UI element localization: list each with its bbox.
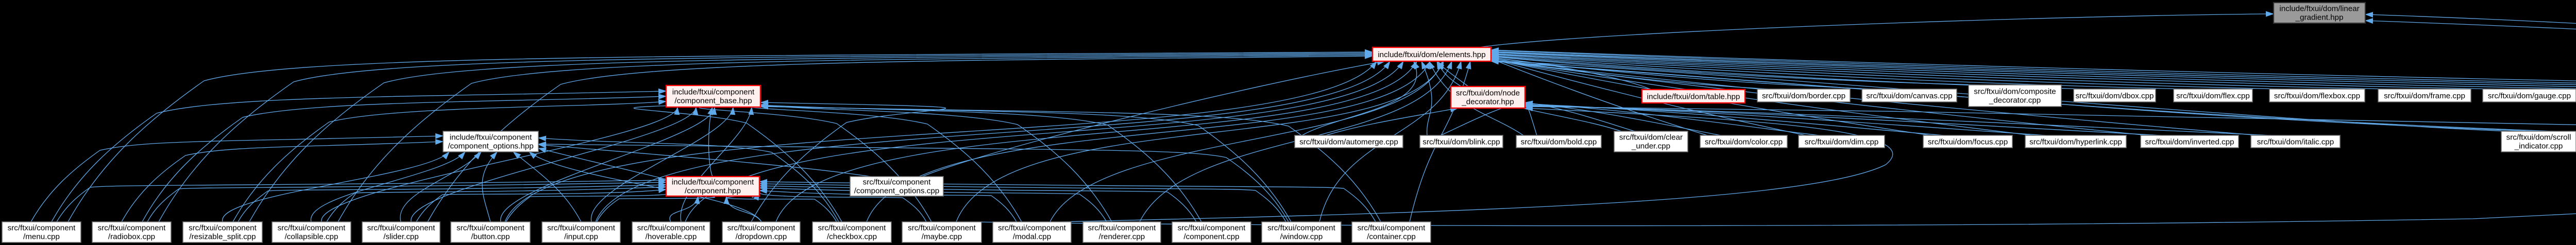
svg-text:src/ftxui/dom/canvas.cpp: src/ftxui/dom/canvas.cpp	[1866, 92, 1952, 100]
svg-text:src/ftxui/dom/flex.cpp: src/ftxui/dom/flex.cpp	[2176, 92, 2250, 100]
svg-text:/renderer.cpp: /renderer.cpp	[1099, 233, 1145, 241]
svg-text:src/ftxui/component: src/ftxui/component	[1178, 224, 1246, 233]
svg-text:src/ftxui/dom/inverted.cpp: src/ftxui/dom/inverted.cpp	[2145, 138, 2234, 147]
svg-text:include/ftxui/dom/elements.hpp: include/ftxui/dom/elements.hpp	[1378, 50, 1485, 59]
svg-text:_decorator.cpp: _decorator.cpp	[1989, 96, 2041, 105]
svg-text:src/ftxui/dom/clear: src/ftxui/dom/clear	[1619, 133, 1683, 142]
svg-text:src/ftxui/dom/gauge.cpp: src/ftxui/dom/gauge.cpp	[2488, 92, 2571, 100]
svg-text:_decorator.hpp: _decorator.hpp	[1461, 98, 1514, 107]
svg-text:src/ftxui/dom/italic.cpp: src/ftxui/dom/italic.cpp	[2257, 138, 2334, 147]
svg-text:/slider.cpp: /slider.cpp	[383, 233, 418, 241]
svg-text:/radiobox.cpp: /radiobox.cpp	[108, 233, 155, 241]
svg-text:include/ftxui/component: include/ftxui/component	[672, 88, 755, 97]
svg-text:src/ftxui/component: src/ftxui/component	[456, 224, 524, 233]
svg-text:src/ftxui/component: src/ftxui/component	[98, 224, 166, 233]
svg-text:_under.cpp: _under.cpp	[1631, 142, 1670, 151]
svg-text:src/ftxui/dom/dbox.cpp: src/ftxui/dom/dbox.cpp	[2076, 92, 2154, 100]
svg-text:/container.cpp: /container.cpp	[1367, 233, 1416, 241]
svg-text:src/ftxui/component: src/ftxui/component	[189, 224, 257, 233]
svg-text:src/ftxui/dom/border.cpp: src/ftxui/dom/border.cpp	[1762, 92, 1845, 100]
svg-text:src/ftxui/dom/blink.cpp: src/ftxui/dom/blink.cpp	[1422, 138, 1500, 147]
svg-text:src/ftxui/component: src/ftxui/component	[818, 224, 886, 233]
svg-text:/collapsible.cpp: /collapsible.cpp	[285, 233, 338, 241]
svg-text:src/ftxui/component: src/ftxui/component	[278, 224, 346, 233]
svg-text:_indicator.cpp: _indicator.cpp	[2514, 142, 2563, 151]
svg-text:src/ftxui/dom/focus.cpp: src/ftxui/dom/focus.cpp	[1928, 138, 2008, 147]
svg-text:src/ftxui/component: src/ftxui/component	[1088, 224, 1156, 233]
svg-text:/menu.cpp: /menu.cpp	[23, 233, 60, 241]
svg-text:src/ftxui/dom/automerge.cpp: src/ftxui/dom/automerge.cpp	[1299, 138, 1398, 147]
svg-text:/checkbox.cpp: /checkbox.cpp	[827, 233, 877, 241]
svg-text:/component_base.hpp: /component_base.hpp	[674, 97, 752, 106]
svg-text:src/ftxui/component: src/ftxui/component	[637, 224, 705, 233]
svg-text:src/ftxui/dom/composite: src/ftxui/dom/composite	[1974, 87, 2056, 96]
svg-text:/component_options.cpp: /component_options.cpp	[854, 187, 940, 196]
svg-text:src/ftxui/component: src/ftxui/component	[908, 224, 976, 233]
svg-text:/input.cpp: /input.cpp	[564, 233, 598, 241]
svg-text:/window.cpp: /window.cpp	[1280, 233, 1323, 241]
svg-text:include/ftxui/dom/table.hpp: include/ftxui/dom/table.hpp	[1647, 93, 1740, 101]
svg-text:src/ftxui/component: src/ftxui/component	[8, 224, 76, 233]
svg-text:src/ftxui/component: src/ftxui/component	[547, 224, 615, 233]
svg-text:src/ftxui/component: src/ftxui/component	[1267, 224, 1335, 233]
svg-text:/hoverable.cpp: /hoverable.cpp	[646, 233, 697, 241]
svg-text:/modal.cpp: /modal.cpp	[1013, 233, 1051, 241]
svg-text:src/ftxui/component: src/ftxui/component	[998, 224, 1066, 233]
svg-text:/resizable_split.cpp: /resizable_split.cpp	[189, 233, 256, 241]
svg-text:src/ftxui/dom/hyperlink.cpp: src/ftxui/dom/hyperlink.cpp	[2029, 138, 2122, 147]
svg-text:src/ftxui/dom/scroll: src/ftxui/dom/scroll	[2506, 133, 2571, 142]
svg-text:src/ftxui/component: src/ftxui/component	[727, 224, 795, 233]
svg-text:src/ftxui/dom/dim.cpp: src/ftxui/dom/dim.cpp	[1805, 138, 1878, 147]
svg-text:src/ftxui/component: src/ftxui/component	[863, 178, 931, 187]
svg-text:/dropdown.cpp: /dropdown.cpp	[736, 233, 787, 241]
svg-text:/component_options.hpp: /component_options.hpp	[448, 142, 533, 151]
svg-text:/component.hpp: /component.hpp	[685, 187, 741, 196]
svg-text:include/ftxui/component: include/ftxui/component	[450, 133, 532, 142]
svg-text:/button.cpp: /button.cpp	[471, 233, 510, 241]
svg-text:/maybe.cpp: /maybe.cpp	[922, 233, 962, 241]
svg-text:src/ftxui/component: src/ftxui/component	[367, 224, 435, 233]
svg-text:include/ftxui/dom/linear: include/ftxui/dom/linear	[2279, 5, 2359, 13]
svg-text:src/ftxui/dom/color.cpp: src/ftxui/dom/color.cpp	[1705, 138, 1783, 147]
svg-text:include/ftxui/component: include/ftxui/component	[672, 178, 754, 187]
svg-text:src/ftxui/component: src/ftxui/component	[1358, 224, 1426, 233]
svg-text:src/ftxui/dom/bold.cpp: src/ftxui/dom/bold.cpp	[1521, 138, 1597, 147]
svg-text:src/ftxui/dom/flexbox.cpp: src/ftxui/dom/flexbox.cpp	[2274, 92, 2360, 100]
svg-text:src/ftxui/dom/node: src/ftxui/dom/node	[1456, 89, 1520, 98]
svg-text:/component.cpp: /component.cpp	[1183, 233, 1239, 241]
svg-text:src/ftxui/dom/frame.cpp: src/ftxui/dom/frame.cpp	[2384, 92, 2465, 100]
svg-text:_gradient.hpp: _gradient.hpp	[2295, 13, 2344, 22]
